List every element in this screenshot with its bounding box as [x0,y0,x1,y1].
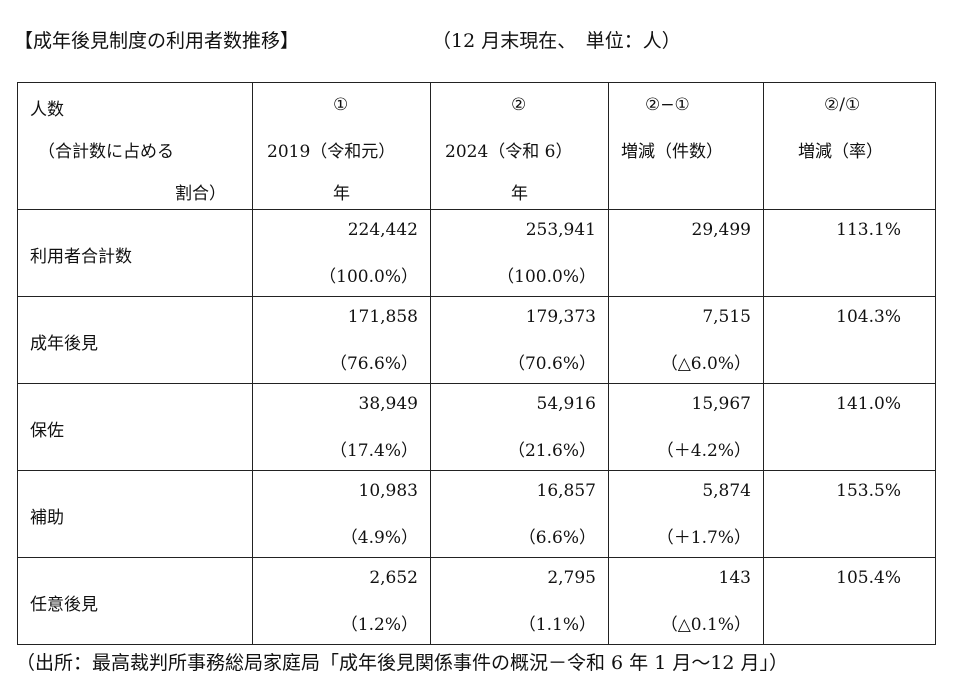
table-unit-note: （12 月末現在、 単位：人） [432,30,681,52]
row-rate-cell: 105.4% [763,557,936,645]
row-label: 保佐 [30,421,64,441]
row-2024-cell: 253,941 （100.0%） [430,209,609,297]
value-2019: 38,949 [358,394,418,414]
diff-share: （△6.0%） [660,354,751,374]
share-2019: （17.4%） [329,441,418,461]
header-cell-rate: ②/① 増減（率） [763,82,936,210]
diff-share: （△0.1%） [660,615,751,635]
header-rate-label: 増減（率） [798,142,883,162]
row-rate-cell: 104.3% [763,296,936,384]
share-2024: （100.0%） [497,267,596,287]
row-label: 利用者合計数 [30,247,132,267]
value-2024: 16,857 [536,481,596,501]
row-diff-cell: 15,967 （＋4.2%） [608,383,764,471]
value-2024: 54,916 [536,394,596,414]
share-2024: （1.1%） [518,615,596,635]
row-2019-cell: 38,949 （17.4%） [252,383,431,471]
row-2024-cell: 2,795 （1.1%） [430,557,609,645]
header-2019-suffix: 年 [333,184,350,204]
source-note: （出所：最高裁判所事務総局家庭局「成年後見関係事件の概況－令和 6 年 1 月～… [16,652,789,674]
header-2024-marker: ② [511,95,527,115]
value-2024: 179,373 [525,307,596,327]
table-title: 【成年後見制度の利用者数推移】 [14,30,300,52]
header-2024-year: 2024（令和 6） [445,142,573,162]
row-label: 補助 [30,508,64,528]
header-2019-marker: ① [333,95,349,115]
row-label-cell: 任意後見 [17,557,253,645]
row-rate-cell: 113.1% [763,209,936,297]
row-diff-cell: 5,874 （＋1.7%） [608,470,764,558]
change-rate: 104.3% [836,307,901,327]
row-label-cell: 保佐 [17,383,253,471]
value-2019: 171,858 [347,307,418,327]
diff-share: （＋1.7%） [656,528,751,548]
row-2024-cell: 179,373 （70.6%） [430,296,609,384]
header-label-line-3: 割合） [175,184,226,204]
diff-count: 15,967 [691,394,751,414]
row-label: 成年後見 [30,334,98,354]
value-2024: 253,941 [525,220,596,240]
table-row: 任意後見 2,652 （1.2%） 2,795 （1.1%） 143 （△0.1… [17,557,936,645]
table-row: 保佐 38,949 （17.4%） 54,916 （21.6%） 15,967 … [17,383,936,471]
diff-count: 29,499 [691,220,751,240]
row-rate-cell: 141.0% [763,383,936,471]
header-2019-year: 2019（令和元） [267,142,396,162]
guardianship-users-table: 人数 （合計数に占める 割合） ① 2019（令和元） 年 ② 2024（令和 … [17,82,936,645]
value-2024: 2,795 [547,568,596,588]
change-rate: 113.1% [836,220,901,240]
header-cell-label: 人数 （合計数に占める 割合） [17,82,253,210]
header-label-line-2: （合計数に占める [38,142,174,162]
table-row: 補助 10,983 （4.9%） 16,857 （6.6%） 5,874 （＋1… [17,470,936,558]
share-2019: （76.6%） [329,354,418,374]
share-2019: （100.0%） [319,267,418,287]
diff-count: 143 [718,568,751,588]
share-2024: （21.6%） [507,441,596,461]
row-rate-cell: 153.5% [763,470,936,558]
value-2019: 224,442 [347,220,418,240]
table-row: 利用者合計数 224,442 （100.0%） 253,941 （100.0%）… [17,209,936,297]
row-diff-cell: 143 （△0.1%） [608,557,764,645]
change-rate: 153.5% [836,481,901,501]
row-2019-cell: 171,858 （76.6%） [252,296,431,384]
row-label-cell: 補助 [17,470,253,558]
share-2019: （1.2%） [340,615,418,635]
header-diff-label: 増減（件数） [621,142,723,162]
row-2024-cell: 54,916 （21.6%） [430,383,609,471]
change-rate: 105.4% [836,568,901,588]
share-2019: （4.9%） [340,528,418,548]
row-label-cell: 成年後見 [17,296,253,384]
value-2019: 2,652 [369,568,418,588]
diff-share: （＋4.2%） [656,441,751,461]
row-2019-cell: 2,652 （1.2%） [252,557,431,645]
header-2024-suffix: 年 [511,184,528,204]
row-label: 任意後見 [30,595,98,615]
header-cell-2024: ② 2024（令和 6） 年 [430,82,609,210]
share-2024: （70.6%） [507,354,596,374]
table-row: 成年後見 171,858 （76.6%） 179,373 （70.6%） 7,5… [17,296,936,384]
value-2019: 10,983 [358,481,418,501]
table-header-row: 人数 （合計数に占める 割合） ① 2019（令和元） 年 ② 2024（令和 … [17,82,936,210]
header-diff-formula: ②−① [645,95,690,115]
row-2019-cell: 224,442 （100.0%） [252,209,431,297]
row-diff-cell: 29,499 [608,209,764,297]
share-2024: （6.6%） [518,528,596,548]
diff-count: 7,515 [702,307,751,327]
row-2024-cell: 16,857 （6.6%） [430,470,609,558]
header-rate-formula: ②/① [824,95,861,115]
header-cell-diff: ②−① 増減（件数） [608,82,764,210]
row-2019-cell: 10,983 （4.9%） [252,470,431,558]
diff-count: 5,874 [702,481,751,501]
row-label-cell: 利用者合計数 [17,209,253,297]
change-rate: 141.0% [836,394,901,414]
header-cell-2019: ① 2019（令和元） 年 [252,82,431,210]
header-label-line-1: 人数 [30,100,64,120]
row-diff-cell: 7,515 （△6.0%） [608,296,764,384]
